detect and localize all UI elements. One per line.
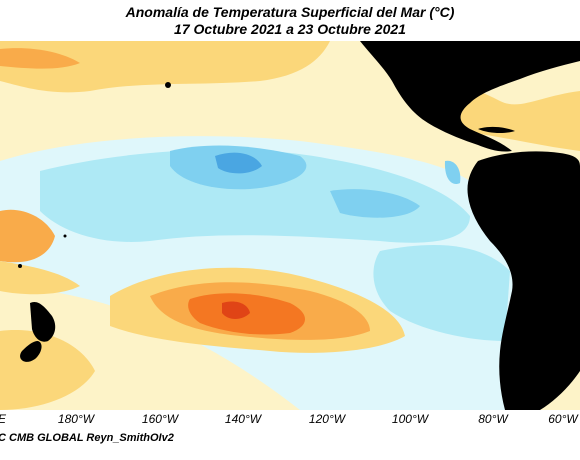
title-line-2: 17 Octubre 2021 a 23 Octubre 2021 — [174, 21, 406, 37]
tick-label: E — [0, 412, 6, 426]
cool-anomaly-south — [373, 245, 510, 341]
chart-title: Anomalía de Temperatura Superficial del … — [0, 4, 580, 38]
cool-anomaly-peru — [444, 160, 461, 185]
warm-anomaly-north-2 — [0, 48, 80, 69]
cool-anomaly-zone — [40, 149, 470, 243]
tick-label: 100°W — [391, 412, 429, 426]
warm-anomaly-west — [0, 209, 55, 263]
tick-label: 60°W — [548, 412, 578, 426]
data-source-credit: C CMB GLOBAL Reyn_SmithOIv2 — [0, 432, 174, 444]
land-south-america — [467, 151, 580, 410]
longitude-axis: E 180°W 160°W 140°W 120°W 100°W 80°W 60°… — [0, 410, 580, 432]
tick-label: 80°W — [478, 412, 508, 426]
sst-anomaly-map — [0, 41, 580, 410]
warm-anomaly-west-2 — [0, 261, 80, 295]
land-hawaii — [165, 82, 171, 88]
land-new-zealand — [30, 301, 56, 342]
tick-label: 180°W — [57, 412, 95, 426]
land-island-1 — [18, 264, 22, 268]
cool-anomaly-core-2 — [330, 189, 420, 218]
land-island-2 — [63, 234, 67, 238]
land-cuba — [478, 126, 515, 134]
land-north-america — [360, 41, 580, 152]
cool-anomaly-deep — [215, 152, 262, 174]
tick-label: 120°W — [308, 412, 346, 426]
warm-anomaly-hottest — [222, 301, 250, 319]
tick-label: 160°W — [141, 412, 179, 426]
land-new-zealand-south — [20, 341, 42, 362]
warm-anomaly-north — [0, 41, 330, 93]
tick-label: 140°W — [224, 412, 262, 426]
title-line-1: Anomalía de Temperatura Superficial del … — [125, 4, 455, 20]
